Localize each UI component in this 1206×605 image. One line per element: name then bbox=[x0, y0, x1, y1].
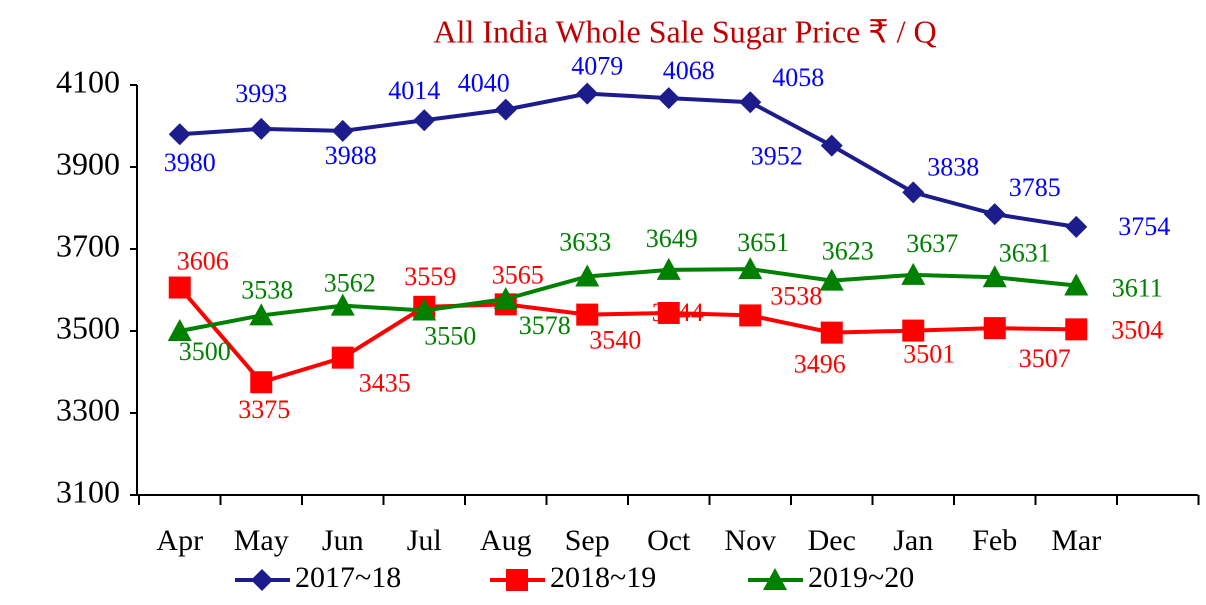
data-label: 3435 bbox=[359, 369, 411, 398]
data-point bbox=[982, 265, 1007, 288]
x-tick-label: Jan bbox=[893, 524, 933, 557]
data-point bbox=[902, 319, 925, 342]
legend-marker bbox=[251, 569, 273, 591]
data-label: 3785 bbox=[1009, 173, 1061, 202]
data-point bbox=[250, 117, 273, 140]
data-point bbox=[331, 346, 354, 369]
data-point bbox=[168, 276, 191, 299]
data-label: 3980 bbox=[164, 148, 216, 177]
data-label: 4079 bbox=[571, 52, 623, 81]
series-line bbox=[179, 91, 1077, 229]
x-tick-label: Mar bbox=[1051, 524, 1101, 557]
y-tick-label: 4100 bbox=[56, 63, 120, 99]
data-label: 3611 bbox=[1112, 273, 1163, 302]
data-point bbox=[1064, 273, 1089, 296]
data-point bbox=[983, 203, 1006, 226]
data-label: 3565 bbox=[492, 260, 544, 289]
x-tick-label: Sep bbox=[565, 524, 610, 557]
data-label: 4068 bbox=[663, 56, 715, 85]
data-label: 3375 bbox=[238, 395, 290, 424]
data-label: 3538 bbox=[241, 275, 293, 304]
x-tick-label: May bbox=[234, 524, 289, 557]
data-point bbox=[249, 303, 274, 326]
data-label: 3504 bbox=[1111, 315, 1163, 344]
data-point bbox=[576, 303, 599, 326]
data-label: 3538 bbox=[770, 281, 822, 310]
data-point bbox=[167, 319, 192, 341]
data-point bbox=[412, 298, 437, 321]
data-label: 4040 bbox=[458, 69, 510, 98]
data-point bbox=[657, 87, 680, 110]
data-point bbox=[1065, 215, 1088, 238]
x-tick-label: Apr bbox=[156, 524, 203, 557]
y-tick-label: 3300 bbox=[56, 391, 120, 427]
legend-label: 2018~19 bbox=[550, 561, 656, 594]
series-line bbox=[179, 267, 1077, 333]
chart-title: All India Whole Sale Sugar Price ₹ / Q bbox=[433, 13, 936, 49]
x-tick-label: Jun bbox=[322, 524, 364, 557]
data-point bbox=[330, 293, 355, 316]
data-label: 3637 bbox=[906, 229, 958, 258]
data-point bbox=[1065, 318, 1088, 341]
data-point bbox=[168, 123, 191, 146]
data-label: 3544 bbox=[652, 298, 704, 327]
data-point bbox=[494, 98, 517, 121]
data-point bbox=[739, 91, 762, 114]
data-point bbox=[413, 109, 436, 132]
series-line bbox=[178, 286, 1077, 385]
x-tick-label: Nov bbox=[724, 524, 776, 557]
data-label: 3562 bbox=[324, 269, 376, 298]
data-label: 3651 bbox=[737, 228, 789, 257]
data-label: 3496 bbox=[794, 350, 846, 379]
legend-marker bbox=[763, 568, 787, 590]
data-point bbox=[819, 268, 844, 291]
x-tick-label: Oct bbox=[647, 524, 691, 557]
data-point bbox=[575, 264, 600, 287]
data-label: 3559 bbox=[404, 262, 456, 291]
data-label: 3649 bbox=[646, 224, 698, 253]
data-point bbox=[657, 301, 680, 324]
y-tick-label: 3900 bbox=[56, 145, 120, 181]
data-label: 3578 bbox=[519, 311, 571, 340]
x-tick-label: Feb bbox=[972, 524, 1017, 557]
x-tick-label: Aug bbox=[480, 524, 532, 557]
y-tick-label: 3100 bbox=[56, 473, 120, 509]
data-point bbox=[739, 304, 762, 327]
data-label: 3540 bbox=[589, 326, 641, 355]
legend-marker bbox=[506, 569, 528, 591]
data-label: 3838 bbox=[927, 152, 979, 181]
data-label: 3988 bbox=[325, 141, 377, 170]
x-tick-label: Dec bbox=[808, 524, 856, 557]
data-point bbox=[983, 317, 1006, 340]
data-point bbox=[901, 262, 926, 285]
y-tick-label: 3700 bbox=[56, 227, 120, 263]
data-point bbox=[820, 321, 843, 344]
data-label: 3507 bbox=[1019, 344, 1071, 373]
legend-label: 2019~20 bbox=[808, 561, 914, 594]
data-label: 3754 bbox=[1118, 212, 1170, 241]
data-label: 3623 bbox=[822, 237, 874, 266]
data-point bbox=[331, 119, 354, 142]
data-label: 3501 bbox=[903, 340, 955, 369]
data-point bbox=[902, 181, 925, 204]
x-tick-label: Jul bbox=[407, 524, 442, 557]
data-label: 3550 bbox=[424, 321, 476, 350]
data-point bbox=[738, 257, 763, 280]
data-label: 4058 bbox=[772, 63, 824, 92]
data-label: 3606 bbox=[177, 247, 229, 276]
data-point bbox=[820, 134, 843, 157]
data-label: 3993 bbox=[235, 79, 287, 108]
data-label: 3952 bbox=[751, 142, 803, 171]
data-label: 4014 bbox=[388, 76, 440, 105]
data-point bbox=[576, 82, 599, 105]
data-point bbox=[656, 257, 681, 280]
data-point bbox=[493, 287, 518, 310]
data-label: 3500 bbox=[179, 337, 231, 366]
data-label: 3631 bbox=[999, 238, 1051, 267]
data-label: 3633 bbox=[559, 227, 611, 256]
y-tick-label: 3500 bbox=[56, 309, 120, 345]
data-point bbox=[250, 371, 273, 394]
legend-label: 2017~18 bbox=[295, 561, 401, 594]
